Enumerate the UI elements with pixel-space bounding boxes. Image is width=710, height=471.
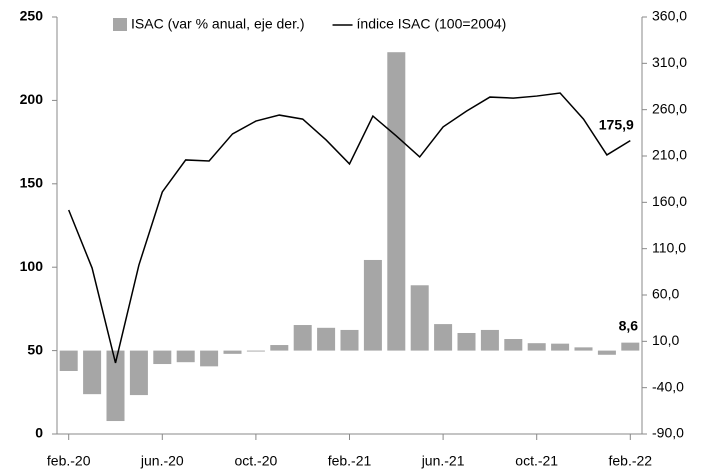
bar [270, 345, 289, 351]
x-tick-label: jun.-20 [140, 453, 184, 469]
bar [106, 350, 125, 422]
bar [434, 324, 453, 351]
x-tick-label: feb.-20 [47, 453, 91, 469]
x-tick-label: jun.-21 [421, 453, 465, 469]
bar [340, 329, 359, 351]
bar [246, 350, 265, 352]
bar [223, 350, 242, 354]
y-tick-label: 50 [27, 341, 43, 357]
legend-label: ISAC (var % anual, eje der.) [131, 16, 305, 32]
y2-tick-label: 10,0 [652, 332, 679, 348]
line [68, 92, 631, 364]
y2-tick-label: 310,0 [652, 54, 687, 70]
legend-label: índice ISAC (100=2004) [357, 16, 507, 32]
bar [480, 329, 499, 351]
bar [129, 350, 148, 396]
x-tick-label: feb.-21 [328, 453, 372, 469]
y2-tick-label: -90,0 [652, 425, 684, 441]
bar [363, 259, 382, 351]
y-tick-label: 200 [20, 91, 44, 107]
y-tick-label: 100 [20, 258, 44, 274]
bar [200, 350, 219, 367]
y2-tick-label: 60,0 [652, 286, 679, 302]
bar [176, 350, 195, 363]
x-tick-label: feb.-22 [609, 453, 653, 469]
y2-tick-label: 160,0 [652, 193, 687, 209]
data-label: 175,9 [599, 116, 634, 132]
bar [574, 347, 593, 351]
bar [457, 332, 476, 351]
y-tick-label: 250 [20, 8, 44, 24]
bar [153, 350, 172, 365]
legend-swatch [113, 18, 127, 31]
bar [59, 350, 78, 371]
bar [597, 350, 616, 355]
bar [293, 325, 312, 351]
y2-tick-label: 360,0 [652, 8, 687, 24]
bar [527, 343, 546, 351]
y-tick-label: 0 [35, 425, 43, 441]
bar [504, 339, 523, 351]
y2-tick-label: -40,0 [652, 378, 684, 394]
y2-tick-label: 210,0 [652, 147, 687, 163]
y-tick-label: 150 [20, 175, 44, 191]
bar [317, 327, 336, 351]
bar [551, 343, 570, 351]
x-tick-label: oct.-20 [234, 453, 277, 469]
bar [410, 285, 429, 351]
data-label: 8,6 [619, 317, 639, 333]
bar [83, 350, 102, 395]
y2-tick-label: 260,0 [652, 100, 687, 116]
x-tick-label: oct.-21 [515, 453, 558, 469]
bar [387, 52, 406, 351]
y2-tick-label: 110,0 [652, 239, 686, 255]
bar [621, 342, 640, 351]
